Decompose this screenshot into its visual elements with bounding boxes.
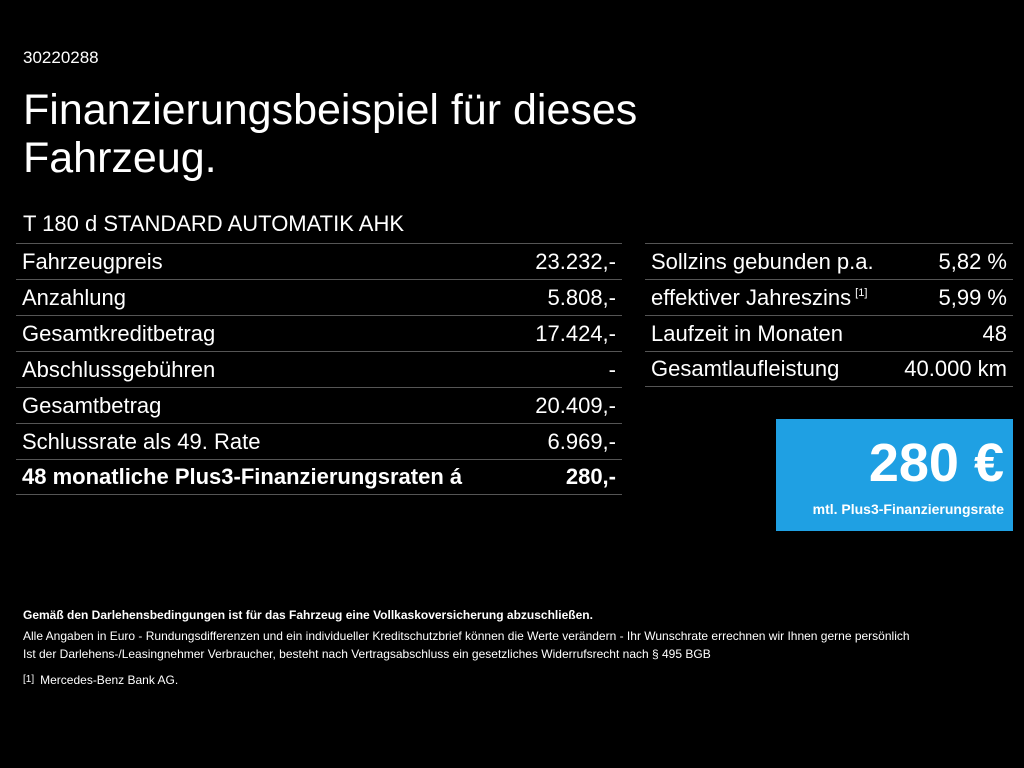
table-row: Abschlussgebühren - — [16, 351, 622, 387]
row-label-group: Sollzins gebunden p.a. — [651, 249, 874, 275]
row-value: 40.000 km — [904, 356, 1007, 381]
table-row: Gesamtbetrag 20.409,- — [16, 387, 622, 423]
footnote: [1] Mercedes-Benz Bank AG. — [23, 671, 910, 689]
row-label: Anzahlung — [22, 284, 126, 310]
table-row: Anzahlung 5.808,- — [16, 279, 622, 315]
row-label: Gesamtlaufleistung — [651, 356, 840, 381]
right-table: Sollzins gebunden p.a. 5,82 % effektiver J… — [645, 243, 1013, 387]
row-label: effektiver Jahreszins — [651, 284, 852, 310]
footnote-ref: [1] — [855, 287, 868, 300]
row-value: 23.232,- — [535, 248, 616, 274]
rate-caption: mtl. Plus3-Finanzierungsrate — [812, 501, 1004, 517]
row-label: Fahrzeugpreis — [22, 248, 163, 274]
row-label-group: effektiver Jahreszins [1] — [651, 285, 867, 311]
table-row: Schlussrate als 49. Rate 6.969,- — [16, 423, 622, 459]
row-label: Schlussrate als 49. Rate — [22, 428, 261, 454]
footer-line: Alle Angaben in Euro - Rundungsdifferenz… — [23, 629, 910, 643]
row-value: 20.409,- — [535, 392, 616, 418]
row-label: Gesamtkreditbetrag — [22, 320, 216, 346]
vehicle-id: 30220288 — [23, 48, 99, 67]
footer-lines: Alle Angaben in Euro - Rundungsdifferenz… — [23, 627, 910, 663]
title: Finanzierungsbeispiel für dieses Fahrzeu… — [23, 86, 638, 182]
table-row: Gesamtlaufleistung 40.000 km — [645, 351, 1013, 387]
row-label: Gesamtbetrag — [22, 392, 162, 418]
row-value: 6.969,- — [547, 428, 617, 454]
rate-amount: 280 € — [868, 433, 1004, 493]
footnote-text: Mercedes-Benz Bank AG. — [40, 673, 179, 687]
rate-box: 280 € mtl. Plus3-Finanzierungsrate — [776, 419, 1013, 531]
footer-line: Ist der Darlehens-/Leasingnehmer Verbrau… — [23, 647, 711, 661]
row-value: 5,82 % — [938, 248, 1008, 274]
model: T 180 d STANDARD AUTOMATIK AHK — [23, 211, 405, 236]
row-label: Sollzins gebunden p.a. — [651, 248, 874, 274]
footer: Gemäß den Darlehensbedingungen ist für d… — [23, 606, 910, 689]
left-table: Fahrzeugpreis 23.232,- Anzahlung 5.808,- Ges… — [16, 243, 622, 495]
row-label-group: Gesamtlaufleistung — [651, 356, 839, 382]
notice: Gemäß den Darlehensbedingungen ist für d… — [23, 608, 593, 622]
row-value: 5,99 % — [938, 284, 1008, 310]
table-row: effektiver Jahreszins [1] 5,99 % — [645, 279, 1013, 315]
row-label-group: Laufzeit in Monaten — [651, 321, 843, 347]
table-row: Laufzeit in Monaten 48 — [645, 315, 1013, 351]
footnote-marker: [1] — [23, 674, 35, 685]
row-label: Laufzeit in Monaten — [651, 320, 844, 346]
row-value: 5.808,- — [547, 284, 617, 310]
row-label: 48 monatliche Plus3-Finanzierungsraten á — [22, 464, 463, 489]
table-row: Gesamtkreditbetrag 17.424,- — [16, 315, 622, 351]
row-label: Abschlussgebühren — [22, 356, 216, 382]
row-value: - — [608, 356, 616, 382]
row-value: 280,- — [565, 464, 616, 489]
table-row: 48 monatliche Plus3-Finanzierungsraten á… — [16, 459, 622, 495]
row-value: 48 — [982, 320, 1007, 346]
row-value: 17.424,- — [535, 320, 616, 346]
table-row: Sollzins gebunden p.a. 5,82 % — [645, 243, 1013, 279]
table-row: Fahrzeugpreis 23.232,- — [16, 243, 622, 279]
